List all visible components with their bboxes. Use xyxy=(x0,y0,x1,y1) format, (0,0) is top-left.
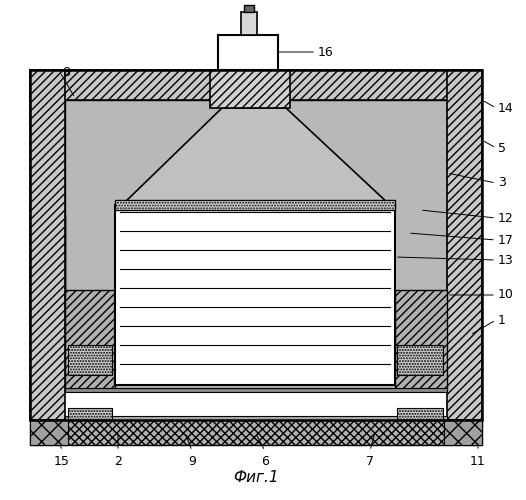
Bar xyxy=(115,200,395,210)
Bar xyxy=(210,70,290,108)
Text: 14: 14 xyxy=(498,102,514,114)
Bar xyxy=(30,420,482,445)
Text: 11: 11 xyxy=(470,455,486,468)
Text: 7: 7 xyxy=(366,455,374,468)
Bar xyxy=(68,345,112,375)
Bar xyxy=(241,12,257,35)
Bar xyxy=(30,215,65,295)
Text: 8: 8 xyxy=(62,66,70,78)
Bar xyxy=(115,205,395,385)
Text: 10: 10 xyxy=(498,288,514,302)
Bar xyxy=(65,416,447,420)
Text: Фиг.1: Фиг.1 xyxy=(233,470,279,486)
Bar xyxy=(447,70,482,420)
Polygon shape xyxy=(122,108,390,205)
Bar xyxy=(444,420,482,445)
Text: 12: 12 xyxy=(498,212,514,224)
Text: 13: 13 xyxy=(498,254,514,266)
Bar xyxy=(30,70,482,100)
Bar xyxy=(65,388,447,392)
Bar xyxy=(30,70,482,420)
Bar xyxy=(397,408,443,420)
Bar xyxy=(65,290,115,390)
Text: 9: 9 xyxy=(188,455,196,468)
Text: 15: 15 xyxy=(54,455,70,468)
Bar xyxy=(65,100,447,390)
Bar xyxy=(65,100,447,390)
Text: 2: 2 xyxy=(114,455,122,468)
Text: 1: 1 xyxy=(498,314,506,326)
Bar xyxy=(244,5,254,12)
Text: 17: 17 xyxy=(498,234,514,246)
Text: 3: 3 xyxy=(498,176,506,190)
Bar xyxy=(395,290,447,390)
Text: 6: 6 xyxy=(261,455,269,468)
Bar xyxy=(30,70,65,420)
Bar xyxy=(397,345,443,375)
Text: 5: 5 xyxy=(498,142,506,154)
Bar xyxy=(30,420,68,445)
Bar xyxy=(68,408,112,420)
Text: 16: 16 xyxy=(318,46,334,59)
Bar xyxy=(218,35,278,70)
